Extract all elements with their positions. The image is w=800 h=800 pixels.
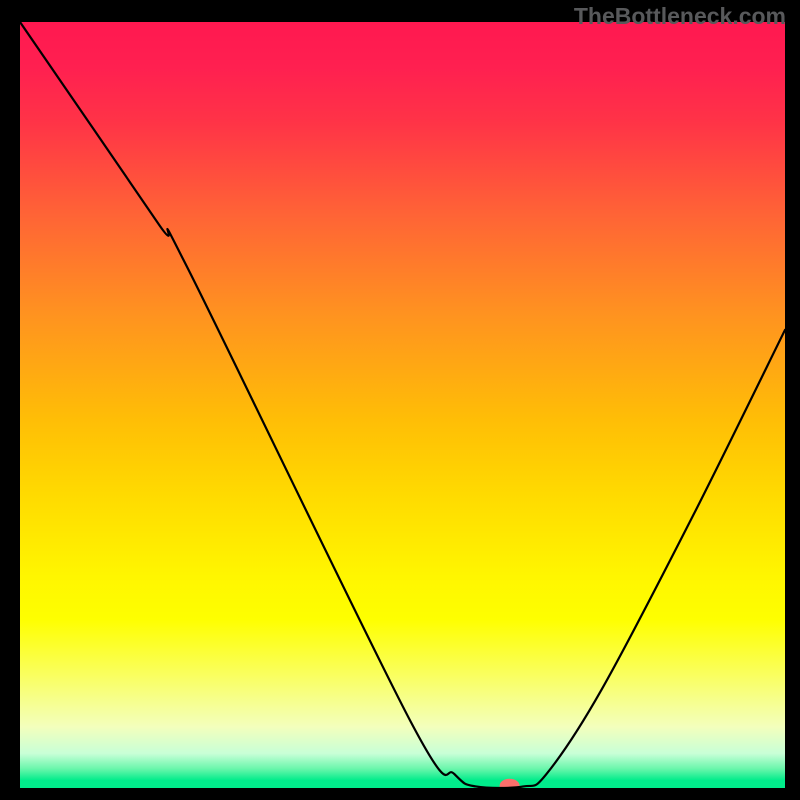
gradient-background <box>20 22 785 788</box>
plot-area <box>20 22 785 788</box>
plot-svg <box>20 22 785 788</box>
watermark-label: TheBottleneck.com <box>574 3 786 30</box>
